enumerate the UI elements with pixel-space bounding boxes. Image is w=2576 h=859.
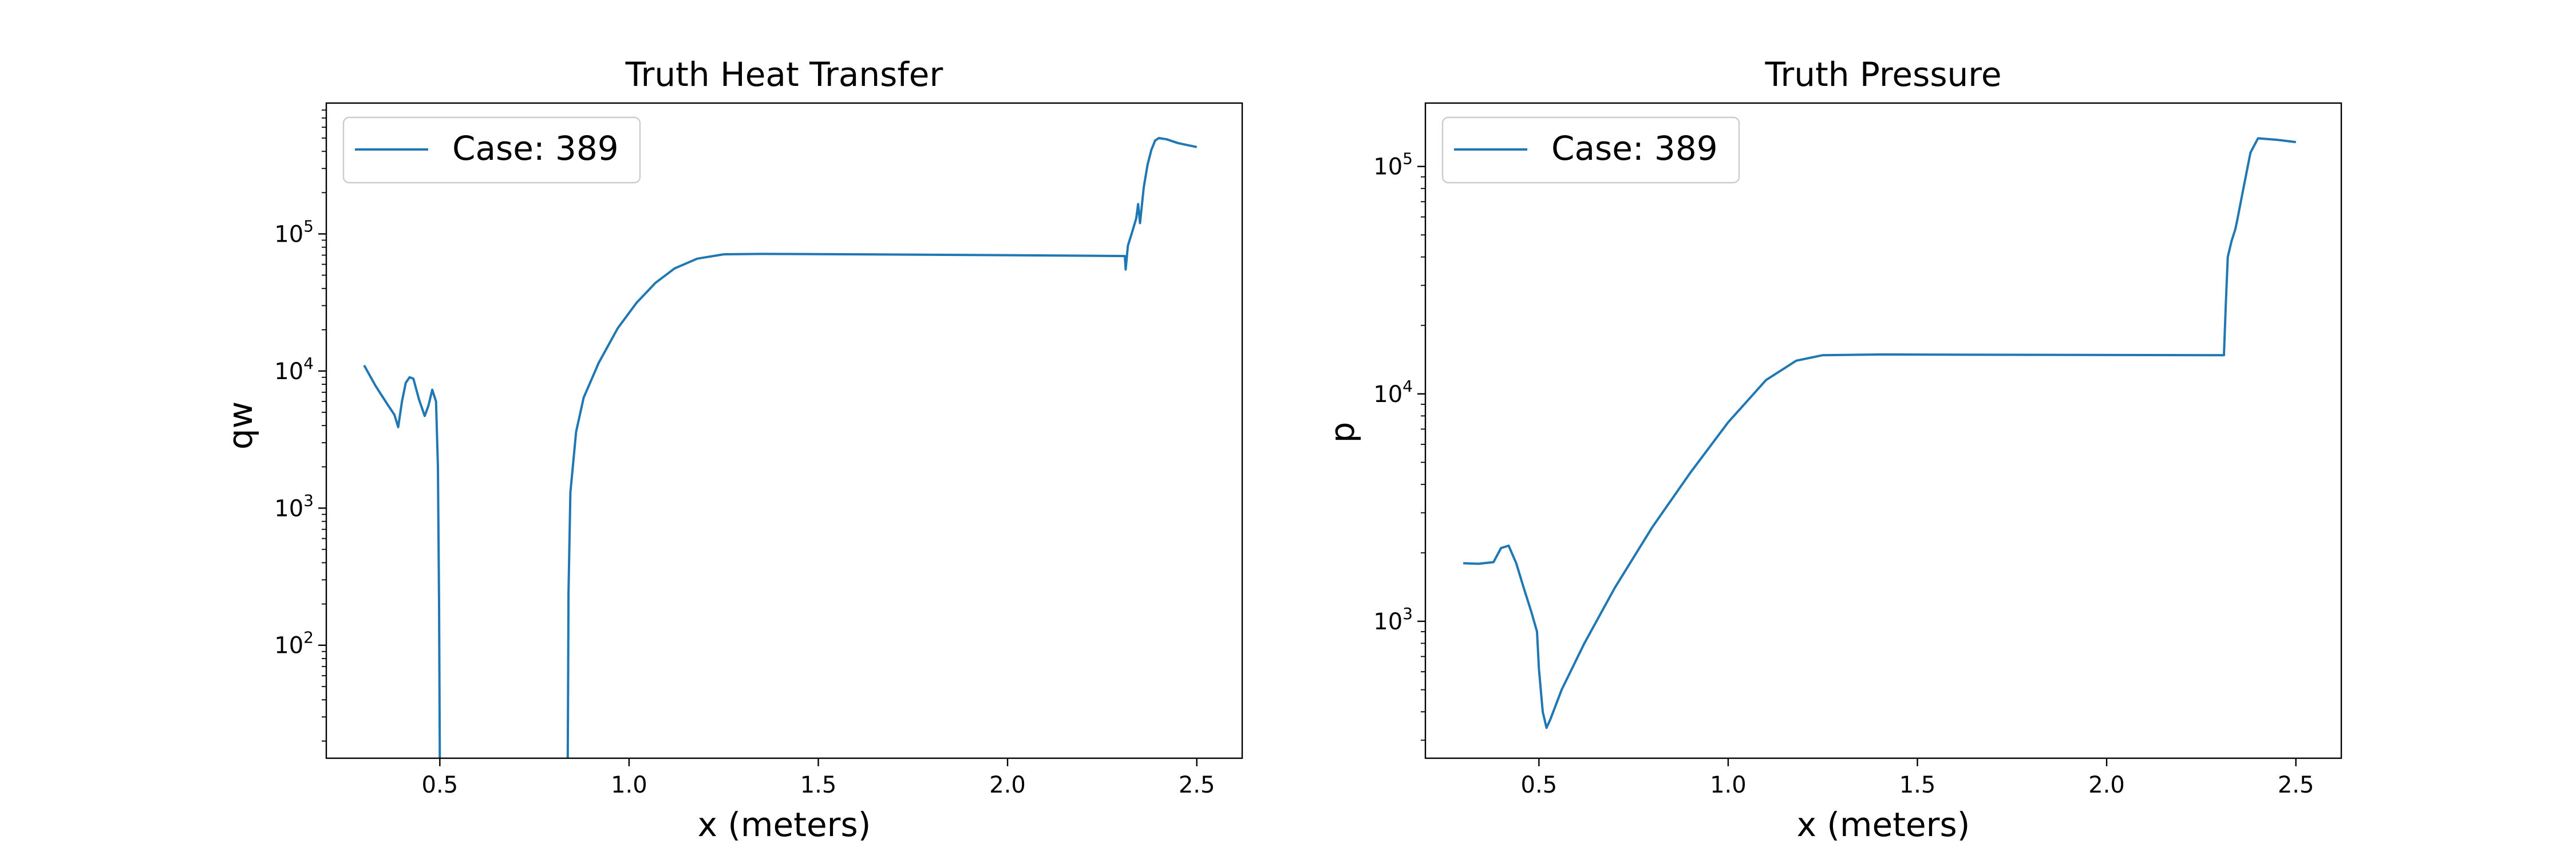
pressure-x-tick-label: 2.0: [2088, 772, 2125, 798]
heat-transfer-y-axis-label: qw: [221, 401, 260, 450]
pressure-y-tick-base: 10: [1373, 609, 1402, 635]
heat-transfer-x-tick-label: 2.0: [989, 772, 1026, 798]
pressure-x-axis-label: x (meters): [1797, 805, 1970, 844]
pressure-x-tick-label: 2.5: [2278, 772, 2314, 798]
heat-transfer-y-tick-exponent: 5: [303, 216, 314, 235]
heat-transfer-plot: Truth Heat Transfer x (meters) qw 0.5 1.0…: [221, 55, 1243, 844]
heat-transfer-y-tick-base: 10: [274, 633, 303, 659]
heat-transfer-title: Truth Heat Transfer: [625, 55, 943, 94]
pressure-x-tick-label: 1.0: [1710, 772, 1747, 798]
heat-transfer-x-tick-label: 0.5: [422, 772, 459, 798]
heat-transfer-y-tick-label: 104: [274, 354, 314, 385]
heat-transfer-y-tick-exponent: 4: [303, 354, 314, 373]
heat-transfer-series-line: [363, 365, 441, 758]
pressure-axes-frame: [1424, 102, 2342, 759]
heat-transfer-x-axis-label: x (meters): [698, 805, 871, 844]
heat-transfer-y-tick-base: 10: [274, 495, 303, 522]
pressure-y-tick-exponent: 4: [1402, 377, 1413, 396]
pressure-x-tick-label: 1.5: [1899, 772, 1936, 798]
pressure-y-tick-base: 10: [1373, 381, 1402, 408]
heat-transfer-y-tick-exponent: 3: [303, 491, 314, 510]
heat-transfer-legend-box: [342, 116, 641, 184]
pressure-legend-box: [1441, 116, 1740, 184]
pressure-y-tick-exponent: 3: [1402, 604, 1413, 623]
heat-transfer-y-tick-base: 10: [274, 358, 303, 385]
pressure-y-tick-label: 103: [1373, 604, 1413, 635]
pressure-plot: Truth Pressure x (meters) p 0.5 1.0 1.5 2.0…: [1323, 55, 2342, 844]
heat-transfer-y-tick-base: 10: [274, 221, 303, 247]
heat-transfer-y-tick-label: 102: [274, 628, 314, 659]
heat-transfer-legend: Case: 389: [342, 116, 641, 184]
heat-transfer-y-tick-exponent: 2: [303, 628, 314, 647]
pressure-y-axis-label: p: [1323, 422, 1362, 443]
pressure-x-tick-label: 0.5: [1521, 772, 1558, 798]
pressure-title: Truth Pressure: [1764, 55, 2001, 94]
pressure-y-tick-base: 10: [1373, 154, 1402, 180]
pressure-legend-label: Case: 389: [1551, 129, 1718, 168]
heat-transfer-series-line: [566, 137, 1198, 758]
heat-transfer-plot-area: [363, 137, 1198, 758]
heat-transfer-x-tick-label: 1.5: [800, 772, 837, 798]
pressure-y-tick-label: 105: [1373, 149, 1413, 180]
pressure-y-tick-exponent: 5: [1402, 149, 1413, 168]
heat-transfer-legend-label: Case: 389: [452, 129, 619, 168]
heat-transfer-x-tick-label: 2.5: [1179, 772, 1215, 798]
heat-transfer-x-tick-label: 1.0: [611, 772, 647, 798]
heat-transfer-y-tick-label: 105: [274, 216, 314, 247]
heat-transfer-axes-frame: [325, 102, 1243, 759]
pressure-plot-area: [1463, 137, 2296, 729]
heat-transfer-y-tick-label: 103: [274, 491, 314, 522]
pressure-series-line: [1463, 137, 2296, 729]
pressure-y-tick-label: 104: [1373, 377, 1413, 408]
pressure-legend: Case: 389: [1441, 116, 1740, 184]
